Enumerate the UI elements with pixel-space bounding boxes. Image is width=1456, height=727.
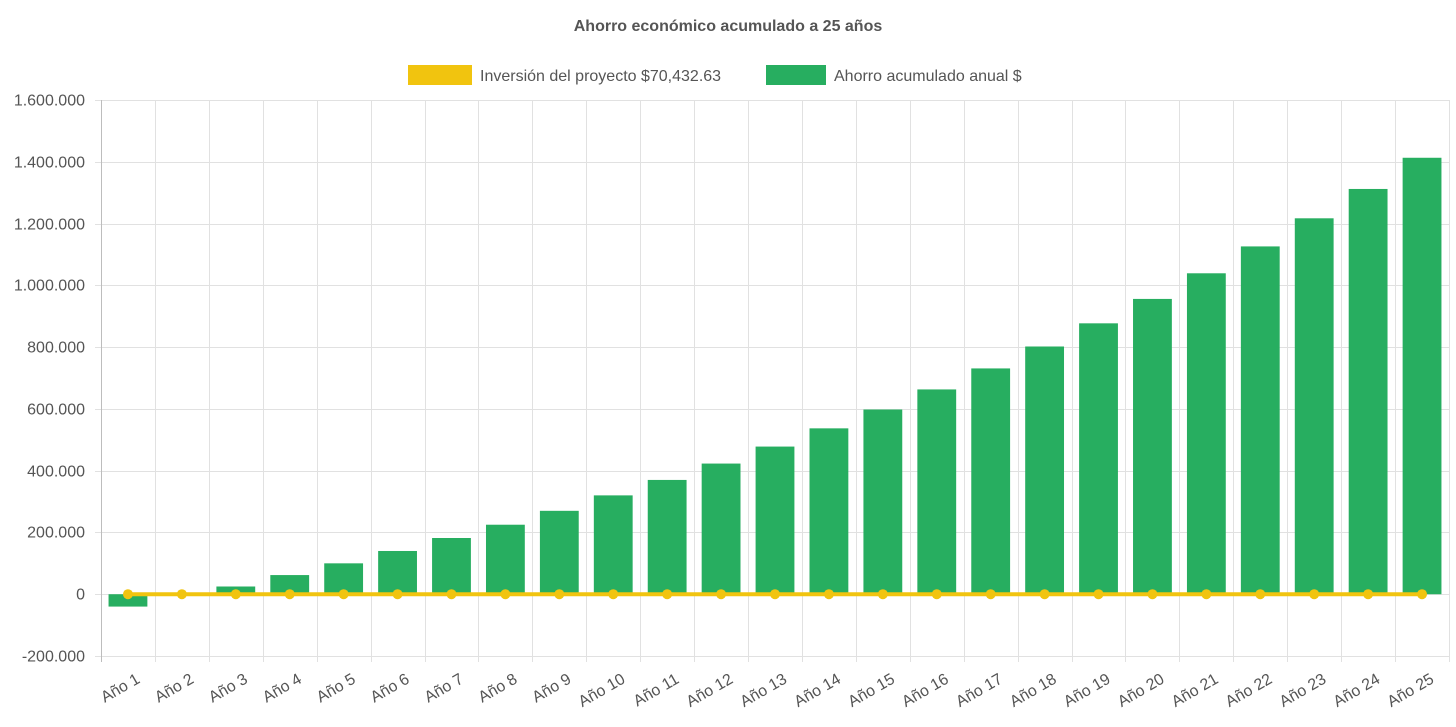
y-tick-label: 0 bbox=[76, 587, 85, 604]
legend-label-investment: Inversión del proyecto $70,432.63 bbox=[480, 68, 721, 85]
x-tick-label: Año 6 bbox=[368, 671, 413, 707]
investment-point bbox=[877, 589, 888, 600]
savings-bar bbox=[1186, 273, 1226, 595]
savings-bar bbox=[1348, 188, 1388, 595]
investment-point bbox=[608, 589, 619, 600]
investment-point bbox=[284, 589, 295, 600]
savings-bar bbox=[539, 510, 579, 595]
savings-bar bbox=[1133, 298, 1172, 595]
investment-point bbox=[392, 589, 403, 600]
legend-swatch-savings bbox=[766, 65, 826, 85]
savings-bar bbox=[378, 550, 417, 595]
investment-point bbox=[122, 589, 133, 600]
x-tick-label: Año 24 bbox=[1331, 671, 1384, 711]
legend: Inversión del proyecto $70,432.63 Ahorro… bbox=[408, 65, 1022, 85]
y-axis-ticks: -200.000 0 200.000 400.000 600.000 800.000 1.0… bbox=[14, 93, 85, 666]
x-tick-label: Año 3 bbox=[206, 671, 251, 707]
savings-bar bbox=[755, 446, 795, 595]
x-tick-label: Año 2 bbox=[152, 671, 197, 707]
y-tick-label: -200.000 bbox=[22, 649, 85, 666]
savings-bar bbox=[701, 463, 741, 595]
x-tick-label: Año 1 bbox=[98, 671, 143, 707]
savings-bar bbox=[593, 495, 633, 595]
investment-point bbox=[662, 589, 673, 600]
y-tick-label: 1.200.000 bbox=[14, 217, 85, 234]
x-tick-label: Año 12 bbox=[684, 671, 737, 711]
x-tick-label: Año 13 bbox=[738, 671, 791, 711]
legend-item-savings[interactable]: Ahorro acumulado anual $ bbox=[766, 65, 1022, 85]
savings-bar bbox=[324, 563, 364, 595]
savings-bar bbox=[1294, 218, 1334, 595]
investment-point bbox=[1309, 589, 1320, 600]
savings-bar bbox=[809, 428, 849, 595]
savings-bar bbox=[1079, 323, 1118, 595]
savings-bar bbox=[432, 538, 471, 595]
investment-point bbox=[770, 589, 780, 600]
investment-point bbox=[176, 589, 187, 600]
investment-point bbox=[931, 589, 942, 600]
savings-bar bbox=[1240, 246, 1280, 595]
y-tick-label: 200.000 bbox=[27, 525, 85, 542]
chart-title: Ahorro económico acumulado a 25 años bbox=[574, 18, 883, 35]
savings-bar bbox=[971, 368, 1011, 595]
investment-point bbox=[716, 589, 727, 600]
x-tick-label: Año 25 bbox=[1385, 671, 1438, 711]
savings-bar bbox=[917, 389, 957, 595]
investment-point bbox=[230, 589, 241, 600]
legend-swatch-investment bbox=[408, 65, 472, 85]
x-tick-label: Año 18 bbox=[1007, 671, 1060, 711]
x-tick-label: Año 15 bbox=[845, 671, 898, 711]
investment-line bbox=[122, 589, 1428, 600]
investment-point bbox=[985, 589, 996, 600]
x-tick-label: Año 21 bbox=[1169, 671, 1222, 711]
x-tick-label: Año 11 bbox=[631, 671, 682, 711]
x-tick-label: Año 16 bbox=[899, 671, 952, 711]
legend-item-investment[interactable]: Inversión del proyecto $70,432.63 bbox=[408, 65, 721, 85]
investment-point bbox=[1255, 589, 1266, 600]
savings-bar bbox=[863, 409, 903, 595]
savings-bar bbox=[485, 524, 525, 595]
investment-point bbox=[1147, 589, 1158, 600]
y-tick-label: 600.000 bbox=[27, 402, 85, 419]
savings-bar bbox=[1402, 157, 1442, 595]
x-axis-ticks: Año 1 Año 2 Año 3 Año 4 Año 5 Año 6 Año 7 Año 8… bbox=[98, 671, 1437, 711]
investment-point bbox=[500, 589, 511, 600]
investment-point bbox=[1363, 589, 1374, 600]
y-tick-label: 1.400.000 bbox=[14, 155, 85, 172]
y-tick-label: 1.600.000 bbox=[14, 93, 85, 110]
x-tick-label: Año 9 bbox=[530, 671, 575, 707]
investment-point bbox=[823, 589, 834, 600]
investment-point bbox=[1093, 589, 1104, 600]
savings-bar bbox=[1025, 346, 1065, 595]
savings-bar bbox=[270, 575, 310, 595]
x-tick-label: Año 20 bbox=[1115, 671, 1168, 711]
savings-bar bbox=[647, 479, 687, 595]
grid bbox=[95, 100, 1450, 662]
x-tick-label: Año 14 bbox=[791, 671, 844, 711]
x-tick-label: Año 7 bbox=[422, 671, 467, 707]
investment-point bbox=[1417, 589, 1428, 600]
savings-bar bbox=[108, 594, 148, 607]
x-tick-label: Año 22 bbox=[1223, 671, 1276, 711]
investment-point bbox=[554, 589, 565, 600]
bars bbox=[108, 157, 1442, 607]
y-tick-label: 400.000 bbox=[27, 464, 85, 481]
x-tick-label: Año 4 bbox=[260, 671, 305, 707]
x-tick-label: Año 10 bbox=[576, 671, 629, 711]
investment-point bbox=[446, 589, 457, 600]
x-tick-label: Año 17 bbox=[953, 671, 1006, 711]
x-tick-label: Año 5 bbox=[314, 671, 359, 707]
investment-point bbox=[1039, 589, 1050, 600]
x-tick-label: Año 8 bbox=[476, 671, 521, 707]
y-tick-label: 800.000 bbox=[27, 340, 85, 357]
legend-label-savings: Ahorro acumulado anual $ bbox=[834, 68, 1022, 85]
investment-point bbox=[338, 589, 349, 600]
y-tick-label: 1.000.000 bbox=[14, 278, 85, 295]
x-tick-label: Año 19 bbox=[1061, 671, 1114, 711]
investment-point bbox=[1201, 589, 1212, 600]
x-tick-label: Año 23 bbox=[1277, 671, 1330, 711]
